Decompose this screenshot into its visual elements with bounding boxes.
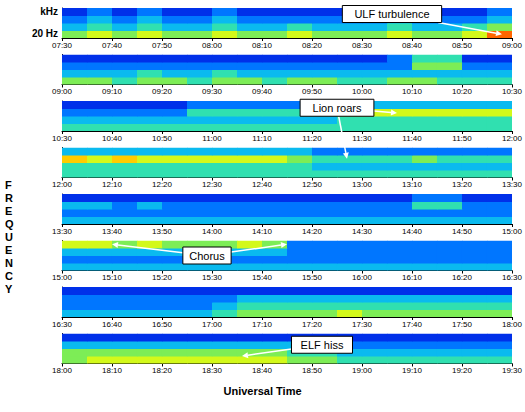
svg-text:09:20: 09:20 bbox=[152, 87, 173, 96]
svg-text:12:40: 12:40 bbox=[252, 180, 273, 189]
svg-text:Universal Time: Universal Time bbox=[223, 385, 301, 397]
svg-text:20 Hz: 20 Hz bbox=[32, 28, 58, 39]
svg-text:C: C bbox=[5, 270, 13, 282]
svg-text:16:00: 16:00 bbox=[352, 273, 373, 282]
svg-text:09:30: 09:30 bbox=[202, 87, 223, 96]
svg-text:Lion roars: Lion roars bbox=[313, 102, 362, 114]
svg-text:17:20: 17:20 bbox=[302, 320, 323, 329]
svg-text:16:40: 16:40 bbox=[102, 320, 123, 329]
svg-text:09:00: 09:00 bbox=[502, 41, 523, 50]
svg-text:15:00: 15:00 bbox=[52, 273, 73, 282]
svg-text:13:10: 13:10 bbox=[402, 180, 423, 189]
svg-text:15:40: 15:40 bbox=[252, 273, 273, 282]
svg-text:19:00: 19:00 bbox=[352, 366, 373, 375]
svg-text:12:30: 12:30 bbox=[202, 180, 223, 189]
svg-text:09:10: 09:10 bbox=[102, 87, 123, 96]
svg-text:13:00: 13:00 bbox=[352, 180, 373, 189]
svg-text:11:50: 11:50 bbox=[452, 134, 472, 143]
svg-text:08:40: 08:40 bbox=[402, 41, 423, 50]
svg-text:12:50: 12:50 bbox=[302, 180, 323, 189]
svg-text:09:00: 09:00 bbox=[52, 87, 73, 96]
svg-text:08:30: 08:30 bbox=[352, 41, 373, 50]
svg-text:11:40: 11:40 bbox=[402, 134, 422, 143]
svg-text:18:00: 18:00 bbox=[52, 366, 73, 375]
svg-text:10:40: 10:40 bbox=[102, 134, 123, 143]
svg-text:10:10: 10:10 bbox=[402, 87, 423, 96]
svg-text:ELF hiss: ELF hiss bbox=[301, 339, 344, 351]
svg-text:11:00: 11:00 bbox=[202, 134, 222, 143]
svg-text:18:00: 18:00 bbox=[502, 320, 523, 329]
svg-text:ULF turbulence: ULF turbulence bbox=[354, 8, 429, 20]
svg-text:16:20: 16:20 bbox=[452, 273, 473, 282]
svg-text:18:30: 18:30 bbox=[202, 366, 223, 375]
svg-text:13:20: 13:20 bbox=[452, 180, 473, 189]
svg-text:10:50: 10:50 bbox=[152, 134, 173, 143]
svg-text:18:20: 18:20 bbox=[152, 366, 173, 375]
svg-text:11:10: 11:10 bbox=[252, 134, 272, 143]
svg-text:R: R bbox=[5, 192, 13, 204]
svg-text:17:10: 17:10 bbox=[252, 320, 273, 329]
svg-text:13:50: 13:50 bbox=[152, 227, 173, 236]
svg-text:E: E bbox=[5, 205, 12, 217]
svg-text:18:10: 18:10 bbox=[102, 366, 123, 375]
svg-text:17:40: 17:40 bbox=[402, 320, 423, 329]
svg-text:Chorus: Chorus bbox=[189, 250, 225, 262]
svg-text:13:30: 13:30 bbox=[502, 180, 523, 189]
svg-text:07:30: 07:30 bbox=[52, 41, 73, 50]
svg-text:15:30: 15:30 bbox=[202, 273, 223, 282]
svg-text:15:10: 15:10 bbox=[102, 273, 123, 282]
svg-text:15:00: 15:00 bbox=[502, 227, 523, 236]
svg-text:N: N bbox=[5, 257, 13, 269]
svg-text:14:20: 14:20 bbox=[302, 227, 323, 236]
svg-text:17:50: 17:50 bbox=[452, 320, 473, 329]
svg-text:16:30: 16:30 bbox=[502, 273, 523, 282]
svg-text:10:30: 10:30 bbox=[502, 87, 523, 96]
svg-text:18:40: 18:40 bbox=[252, 366, 273, 375]
svg-text:19:30: 19:30 bbox=[502, 366, 523, 375]
svg-text:F: F bbox=[5, 179, 12, 191]
svg-text:19:20: 19:20 bbox=[452, 366, 473, 375]
svg-text:E: E bbox=[5, 244, 12, 256]
svg-text:13:40: 13:40 bbox=[102, 227, 123, 236]
svg-text:18:50: 18:50 bbox=[302, 366, 323, 375]
svg-text:08:50: 08:50 bbox=[452, 41, 473, 50]
svg-text:10:20: 10:20 bbox=[452, 87, 473, 96]
svg-text:19:10: 19:10 bbox=[402, 366, 423, 375]
svg-text:16:30: 16:30 bbox=[52, 320, 73, 329]
svg-text:14:40: 14:40 bbox=[402, 227, 423, 236]
svg-text:17:00: 17:00 bbox=[202, 320, 223, 329]
svg-text:17:30: 17:30 bbox=[352, 320, 373, 329]
svg-text:07:40: 07:40 bbox=[102, 41, 123, 50]
svg-text:16:10: 16:10 bbox=[402, 273, 423, 282]
svg-text:14:50: 14:50 bbox=[452, 227, 473, 236]
svg-text:15:20: 15:20 bbox=[152, 273, 173, 282]
svg-text:10:30: 10:30 bbox=[52, 134, 73, 143]
svg-text:Y: Y bbox=[5, 283, 13, 295]
svg-text:12:00: 12:00 bbox=[502, 134, 523, 143]
svg-text:09:50: 09:50 bbox=[302, 87, 323, 96]
svg-text:Q: Q bbox=[5, 218, 14, 230]
svg-text:11:30: 11:30 bbox=[352, 134, 372, 143]
svg-text:11:20: 11:20 bbox=[302, 134, 322, 143]
svg-text:08:10: 08:10 bbox=[252, 41, 273, 50]
svg-text:13:30: 13:30 bbox=[52, 227, 73, 236]
svg-text:14:30: 14:30 bbox=[352, 227, 373, 236]
svg-text:15:50: 15:50 bbox=[302, 273, 323, 282]
svg-text:U: U bbox=[5, 231, 13, 243]
svg-text:08:00: 08:00 bbox=[202, 41, 223, 50]
svg-text:12:00: 12:00 bbox=[52, 180, 73, 189]
svg-text:12:10: 12:10 bbox=[102, 180, 123, 189]
svg-text:16:50: 16:50 bbox=[152, 320, 173, 329]
svg-text:10:00: 10:00 bbox=[352, 87, 373, 96]
svg-text:14:10: 14:10 bbox=[252, 227, 273, 236]
svg-text:14:00: 14:00 bbox=[202, 227, 223, 236]
svg-text:09:40: 09:40 bbox=[252, 87, 273, 96]
svg-text:07:50: 07:50 bbox=[152, 41, 173, 50]
svg-text:08:20: 08:20 bbox=[302, 41, 323, 50]
svg-text:kHz: kHz bbox=[40, 6, 58, 17]
svg-text:12:20: 12:20 bbox=[152, 180, 173, 189]
